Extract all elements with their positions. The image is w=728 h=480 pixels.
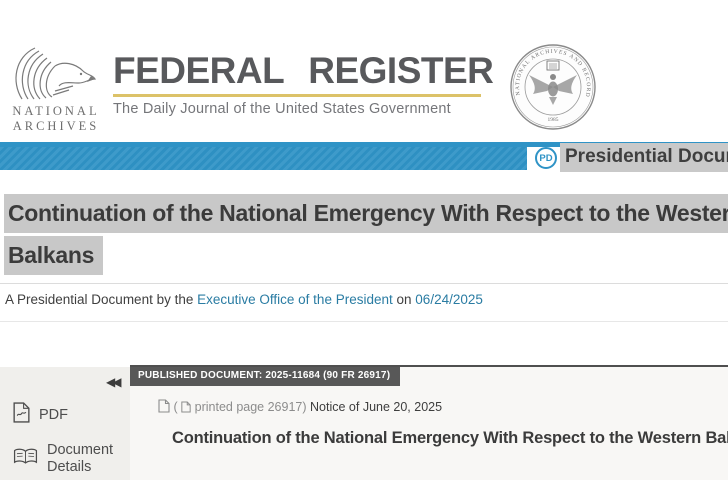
published-document-bar: PUBLISHED DOCUMENT: 2025-11684 (90 FR 26… (130, 367, 401, 386)
viewer-document-title: Continuation of the National Emergency W… (172, 429, 728, 447)
sidebar-item-document-details[interactable]: Document Details (13, 442, 119, 476)
byline-connector: on (396, 292, 412, 307)
divider (0, 283, 728, 284)
category-label[interactable]: Presidential Documents (560, 143, 728, 172)
divider (0, 321, 728, 322)
sidebar-collapse-icon[interactable]: ◀◀ (106, 375, 122, 389)
printed-page-line: ( printed page 26917) Notice of June 20,… (158, 399, 442, 414)
byline: A Presidential Document by the Executive… (5, 292, 483, 307)
national-archives-eagle-logo (8, 42, 98, 106)
notice-date-text: Notice of June 20, 2025 (310, 400, 443, 414)
sidebar-item-pdf[interactable]: PDF (13, 402, 111, 428)
federal-register-logo[interactable]: FEDERAL REGISTER (113, 50, 494, 91)
page-icon (158, 399, 173, 414)
seal-year: 1985 (548, 117, 559, 123)
pdf-file-icon (13, 402, 30, 428)
gold-rule (113, 94, 481, 97)
national-archives-wordmark: NATIONAL ARCHIVES (12, 104, 100, 133)
printed-page-link[interactable]: printed page 26917) (194, 400, 307, 414)
category-bar-topline (0, 142, 728, 147)
page-title: Continuation of the National Emergency W… (4, 192, 728, 276)
page-icon-small[interactable] (178, 400, 195, 414)
site-tagline: The Daily Journal of the United States G… (113, 101, 451, 117)
nara-seal: NATIONAL ARCHIVES AND RECORDS ADMINISTRA… (506, 39, 597, 131)
category-bar (0, 147, 527, 170)
byline-prefix: A Presidential Document by the (5, 292, 194, 307)
sidebar-item-label: Document Details (47, 442, 114, 475)
presidential-document-badge-icon[interactable]: PD (535, 147, 557, 169)
printed-page-open: ( (173, 400, 178, 414)
open-book-icon (13, 447, 38, 471)
agency-link[interactable]: Executive Office of the President (197, 292, 393, 307)
publication-date-link[interactable]: 06/24/2025 (415, 292, 483, 307)
sidebar-item-label: PDF (39, 406, 68, 423)
